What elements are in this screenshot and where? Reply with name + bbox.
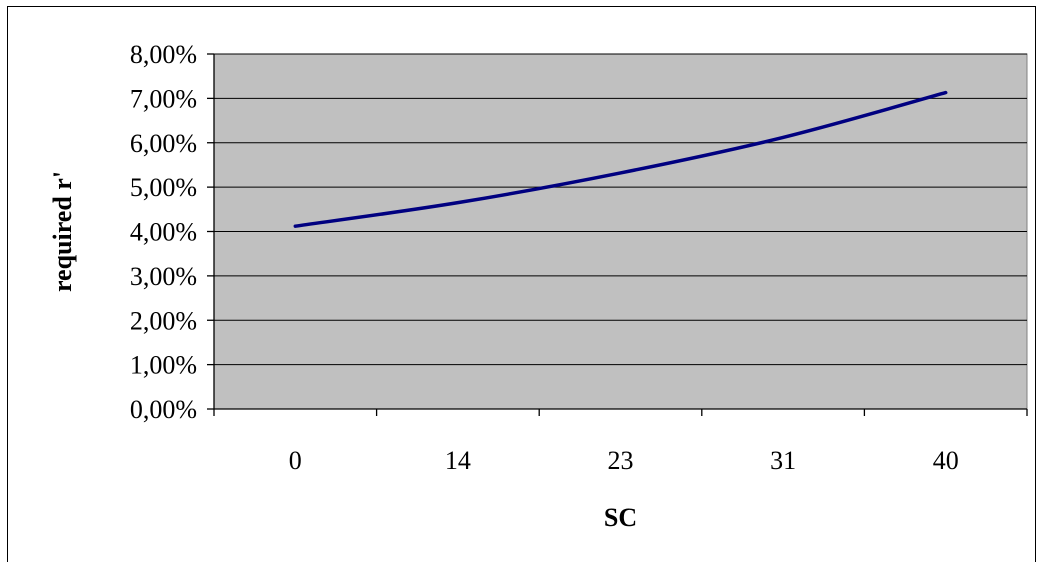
x-axis-title: SC — [604, 503, 637, 532]
x-tick-label: 14 — [445, 446, 471, 475]
y-tick-label: 1,00% — [130, 351, 197, 380]
y-tick-label: 5,00% — [130, 173, 197, 202]
chart-frame — [7, 6, 1036, 562]
x-tick-label: 31 — [770, 446, 796, 475]
y-axis-title: required r' — [48, 171, 77, 292]
y-tick-label: 7,00% — [130, 84, 197, 113]
y-tick-label: 3,00% — [130, 262, 197, 291]
x-tick-label: 40 — [933, 446, 959, 475]
y-axis-ticks: 0,00% 1,00% 2,00% 3,00% 4,00% 5,00% 6,00% 7,00%… — [130, 40, 214, 424]
y-tick-label: 6,00% — [130, 129, 197, 158]
y-tick-label: 0,00% — [130, 395, 197, 424]
x-tick-label: 23 — [608, 446, 634, 475]
x-axis-ticks: 0 14 23 31 40 — [213, 409, 1028, 475]
y-tick-label: 4,00% — [130, 218, 197, 247]
y-tick-label: 8,00% — [130, 40, 197, 69]
x-tick-label: 0 — [289, 446, 302, 475]
y-tick-label: 2,00% — [130, 306, 197, 335]
series-layer — [293, 90, 948, 228]
